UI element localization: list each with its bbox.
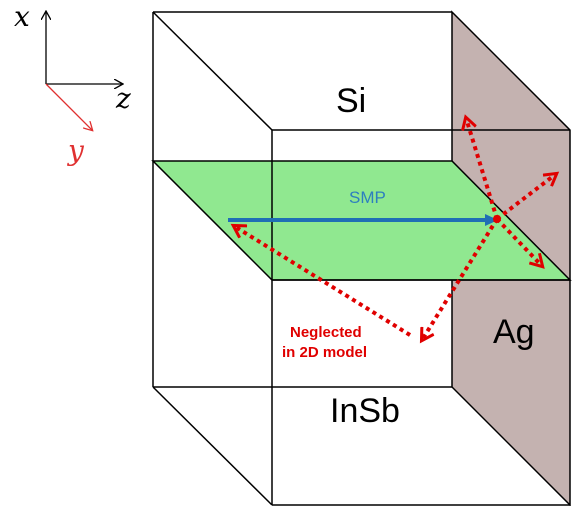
scatter-ray-downright (495, 217, 542, 266)
scatter-ray-back (234, 226, 412, 337)
coordinate-axes: x z y (14, 0, 131, 167)
y-axis-label: y (66, 134, 85, 167)
annotation-line-1: Neglected (290, 324, 362, 341)
material-label-si: Si (336, 82, 366, 120)
material-label-insb: InSb (330, 392, 400, 430)
scattered-rays (234, 118, 556, 340)
material-label-ag: Ag (493, 313, 535, 351)
scatter-ray-up (466, 118, 499, 220)
z-axis-label: z (115, 82, 131, 115)
annotation-line-2: in 2D model (282, 344, 367, 361)
smp-label: SMP (349, 188, 386, 207)
x-axis-label: x (14, 0, 30, 33)
scatter-point (493, 215, 501, 223)
box-back-edges (152, 11, 452, 506)
y-axis-arrow (45, 83, 92, 130)
